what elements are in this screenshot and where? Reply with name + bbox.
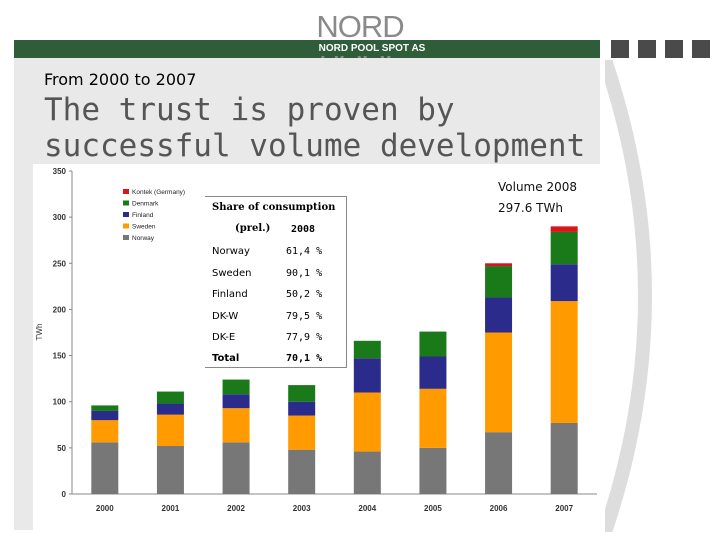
share-table-col-label: (prel.) [235, 223, 271, 234]
share-row-label: DK-W [212, 311, 239, 322]
slide-subtitle: From 2000 to 2007 [44, 70, 197, 89]
share-row-value: 50,2 % [286, 289, 323, 300]
bar-segment [353, 451, 381, 494]
slide-title: The trust is proven by successful volume… [44, 92, 586, 164]
x-tick-label: 2003 [293, 504, 311, 513]
header-square-1 [611, 40, 629, 58]
x-tick-label: 2005 [424, 504, 442, 513]
nord-pool-logo: NORD POOL NORD POOL SPOT AS [276, 10, 444, 78]
y-tick-label: 50 [57, 444, 66, 453]
bar-segment [550, 422, 578, 494]
bar-segment [550, 231, 578, 265]
bar-segment [222, 408, 250, 443]
bar-segment [485, 332, 513, 433]
legend-label: Sweden [132, 224, 156, 231]
bar-segment [156, 446, 184, 494]
x-tick-label: 2006 [490, 504, 508, 513]
legend-swatch [123, 200, 129, 206]
volume-note: Volume 2008 297.6 TWh [498, 177, 577, 219]
bar-segment [288, 415, 316, 450]
x-tick-label: 2000 [96, 504, 114, 513]
share-row-value: 77,9 % [286, 332, 323, 343]
legend-label: Kontek (Germany) [132, 189, 185, 196]
decorative-curve [605, 60, 652, 532]
share-row-label: Total [212, 353, 240, 364]
y-axis-label: TWh [35, 324, 44, 341]
logo-subtext: NORD POOL SPOT AS [302, 41, 442, 56]
share-table-col-year: 2008 [291, 224, 316, 235]
legend-label: Finland [132, 212, 154, 219]
legend-label: Denmark [132, 201, 159, 208]
share-row-value: 90,1 % [286, 268, 323, 279]
bar-segment [550, 226, 578, 232]
header-square-2 [638, 40, 656, 58]
share-row-label: DK-E [212, 332, 236, 343]
bar-segment [91, 420, 119, 443]
bar-segment [419, 447, 447, 494]
bar-segment [485, 297, 513, 333]
bar-segment [419, 331, 447, 357]
legend-swatch [123, 212, 129, 217]
bar-segment [353, 392, 381, 452]
x-tick-label: 2007 [555, 504, 573, 513]
y-tick-label: 0 [62, 490, 67, 499]
bar-segment [91, 405, 119, 411]
header-square-3 [665, 40, 683, 58]
share-row-value: 79,5 % [286, 311, 323, 322]
legend-swatch [123, 235, 129, 240]
bar-segment [353, 340, 381, 359]
share-table: Share of consumption (prel.) 2008 Norway… [205, 196, 347, 368]
volume-note-line1: Volume 2008 [498, 180, 577, 194]
y-tick-label: 250 [53, 259, 67, 268]
bar-segment [156, 391, 184, 404]
legend-label: Norway [132, 235, 155, 242]
bar-segment [288, 385, 316, 402]
share-row-value: 70,1 % [286, 353, 323, 364]
bar-segment [353, 358, 381, 393]
bar-segment [485, 432, 513, 494]
bar-segment [222, 442, 250, 494]
bar-segment [485, 266, 513, 298]
x-tick-label: 2001 [162, 504, 180, 513]
bar-segment [419, 388, 447, 448]
bar-segment [288, 401, 316, 416]
y-tick-label: 350 [53, 167, 67, 176]
bar-segment [550, 301, 578, 423]
share-row-value: 61,4 % [286, 246, 323, 257]
bar-segment [91, 442, 119, 494]
x-tick-label: 2002 [227, 504, 245, 513]
y-tick-label: 300 [53, 213, 67, 222]
bar-segment [550, 264, 578, 302]
y-tick-label: 100 [53, 398, 67, 407]
x-tick-label: 2004 [358, 504, 376, 513]
y-tick-label: 150 [53, 352, 67, 361]
share-table-title: Share of consumption [212, 202, 336, 213]
bar-segment [288, 449, 316, 494]
share-row-label: Sweden [212, 268, 252, 279]
legend-swatch [123, 189, 129, 194]
bar-segment [485, 263, 513, 267]
volume-note-line2: 297.6 TWh [498, 201, 563, 215]
legend-swatch [123, 223, 129, 229]
bar-segment [222, 379, 250, 395]
share-row-label: Finland [212, 289, 248, 300]
header-squares [611, 40, 711, 58]
stacked-bar-chart: 0 50 100 150 200 250 300 350 TWh 2000 2001 2002 2003… [35, 167, 597, 513]
bar-segment [222, 394, 250, 409]
header-square-4 [692, 40, 710, 58]
share-row-label: Norway [212, 246, 250, 257]
bar-segment [156, 414, 184, 447]
bar-segment [91, 410, 119, 421]
bar-segment [156, 403, 184, 415]
y-tick-label: 200 [53, 305, 67, 314]
bar-segment [419, 356, 447, 389]
